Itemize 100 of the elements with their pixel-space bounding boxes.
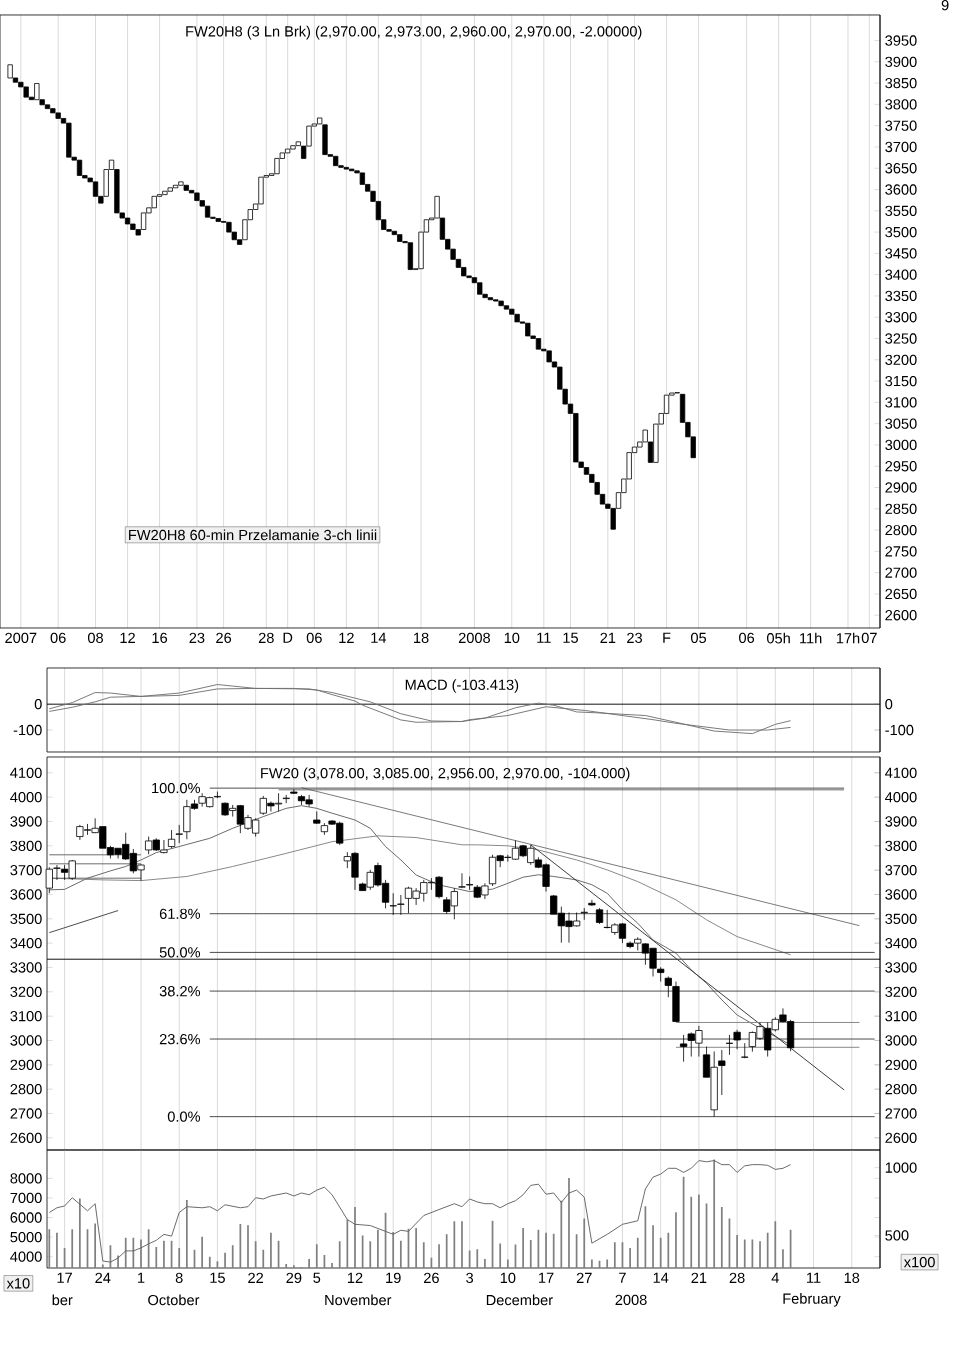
y-tick-label: 4000	[10, 1251, 42, 1262]
text: 2008	[615, 1294, 647, 1306]
y-tick-label: 0	[34, 699, 42, 710]
x-tick-label: 06	[739, 632, 755, 644]
x-tick-label: 17	[57, 1272, 72, 1283]
x-tick-label: 07	[861, 632, 877, 644]
x-tick-label: 23	[189, 632, 205, 644]
y-tick-label: 2800	[10, 1084, 42, 1095]
y-tick-label: 3700	[10, 864, 42, 876]
x-tick-label: 28	[258, 632, 274, 644]
x-tick-label: 1	[138, 1272, 145, 1283]
x-tick-label: 12	[347, 1272, 363, 1283]
y2-tick-label: 3400	[885, 269, 917, 280]
y-tick-label: 3500	[10, 913, 42, 924]
y2-tick-label: 3500	[885, 226, 917, 238]
x-tick-label: 2008	[458, 632, 491, 644]
x-tick-label: 26	[216, 632, 232, 644]
y2-tick-label: 3750	[885, 120, 917, 131]
y2-tick-label: 3950	[885, 35, 917, 46]
x-tick-label: 28	[729, 1272, 745, 1284]
y2-tick-label: 3700	[885, 141, 917, 153]
x-tick-label: 05	[691, 632, 707, 644]
y2-tick-label: 3550	[885, 205, 917, 216]
y-tick-label: 7000	[10, 1192, 42, 1204]
text: MACD (-103.413)	[405, 679, 519, 693]
x-tick-label: 21	[691, 1272, 707, 1283]
x-tick-label: 12	[120, 632, 135, 643]
y2-tick-label: 3500	[885, 913, 917, 924]
y2-tick-label: 3700	[885, 864, 917, 876]
x-tick-label: 21	[600, 632, 616, 643]
y2-tick-label: 3300	[885, 962, 917, 973]
x-tick-label: 17	[539, 1272, 554, 1283]
y2-tick-label: 3800	[885, 840, 917, 851]
y-tick-label: 2600	[10, 1132, 42, 1143]
y-tick-label: 3000	[10, 1035, 42, 1046]
text: x100	[903, 1256, 935, 1268]
y-tick-label: 6000	[10, 1212, 42, 1223]
text: February	[783, 1293, 841, 1307]
text: December	[486, 1294, 553, 1306]
text: FW20 (3,078.00, 3,085.00, 2,956.00, 2,970.00, -104.000)	[261, 767, 630, 782]
x-tick-label: 7	[619, 1272, 626, 1283]
annotation: 100.0%	[152, 782, 201, 794]
x-tick-label: 8	[175, 1272, 183, 1284]
y2-tick-label: 2750	[885, 546, 917, 557]
y2-tick-label: 3600	[885, 184, 917, 195]
x-tick-label: 08	[87, 632, 103, 644]
y2-tick-label: 3450	[885, 248, 917, 259]
y-tick-label: -100	[13, 724, 42, 736]
y2-tick-label: 3900	[885, 56, 917, 67]
y2-tick-label: 3350	[885, 290, 917, 302]
y-tick-label: 2700	[10, 1108, 42, 1119]
x-tick-label: 12	[339, 632, 354, 643]
x-tick-label: 11	[807, 1272, 821, 1283]
y-tick-label: 3600	[10, 889, 42, 900]
x-tick-label: 18	[844, 1272, 860, 1284]
x-tick-label: F	[663, 632, 671, 643]
x-tick-label: 05h	[766, 632, 790, 644]
y2-tick-label: 2900	[885, 1059, 917, 1070]
y2-tick-label: 2900	[885, 482, 917, 493]
y2-tick-label: 2600	[885, 610, 917, 621]
x-tick-label: 17h	[836, 632, 860, 644]
x-tick-label: 24	[95, 1272, 111, 1283]
y2-tick-label: 4100	[885, 767, 917, 778]
x-tick-label: 11h	[800, 632, 822, 644]
y2-tick-label: 2700	[885, 1108, 917, 1119]
x-tick-label: 5	[313, 1272, 321, 1283]
y2-tick-label: 3000	[885, 1035, 917, 1046]
y2-tick-label: 2600	[885, 1132, 917, 1143]
y2-tick-label: 3650	[885, 163, 917, 174]
y2-tick-label: 500	[885, 1230, 909, 1241]
y2-tick-label: 3100	[885, 1011, 917, 1022]
y2-tick-label: 2800	[885, 524, 917, 536]
text: x10	[6, 1278, 30, 1289]
y2-tick-label: 3850	[885, 77, 917, 89]
text: FW20H8 (3 Ln Brk) (2,970.00, 2,973.00, 2,960.00, 2,970.00, -2.00000)	[186, 25, 642, 40]
x-tick-label: 16	[152, 632, 168, 644]
y-tick-label: 4100	[10, 767, 42, 778]
text: ber	[52, 1294, 73, 1306]
y2-tick-label: 3600	[885, 889, 917, 900]
y2-tick-label: 3000	[885, 439, 917, 451]
y-tick-label: 4000	[10, 791, 42, 803]
y2-tick-label: 3300	[885, 312, 917, 323]
annotation: 50.0%	[159, 947, 201, 958]
y2-tick-label: -100	[885, 724, 914, 736]
y2-tick-label: 1000	[885, 1162, 917, 1173]
x-tick-label: 15	[210, 1272, 225, 1283]
x-tick-label: 29	[286, 1272, 302, 1284]
x-tick-label: 4	[771, 1272, 779, 1283]
y2-tick-label: 3800	[885, 99, 917, 110]
annotation: 38.2%	[159, 986, 201, 997]
annotation: 61.8%	[159, 908, 201, 919]
y2-tick-label: 3400	[885, 937, 917, 949]
annotation: FW20H8 60-min Przelamanie 3-ch linii	[129, 529, 377, 541]
x-tick-label: 22	[248, 1272, 264, 1283]
y-tick-label: 3200	[10, 986, 42, 997]
y2-tick-label: 3200	[885, 986, 917, 997]
x-tick-label: 11	[537, 632, 551, 643]
y2-tick-label: 2800	[885, 1084, 917, 1095]
y2-tick-label: 3900	[885, 816, 917, 827]
x-tick-label: 26	[424, 1272, 439, 1284]
